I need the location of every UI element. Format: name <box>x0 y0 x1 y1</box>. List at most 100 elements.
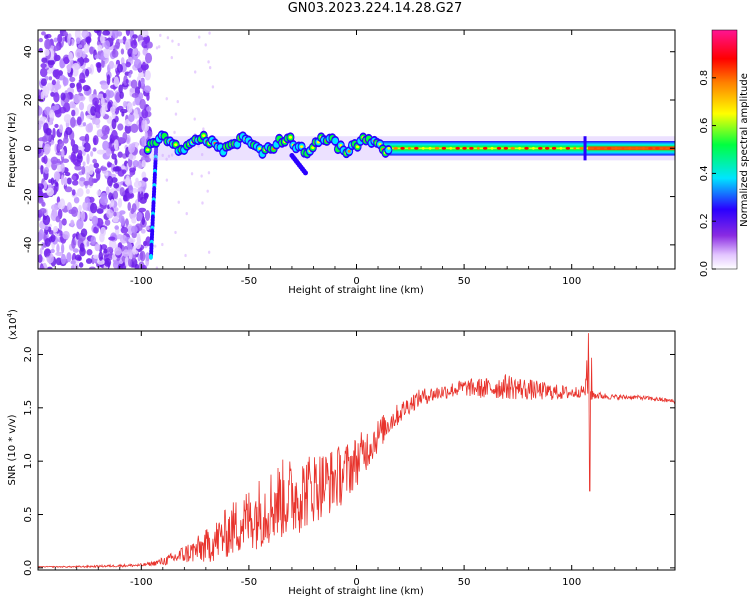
snr-ytick-label: 0.0 <box>23 560 34 576</box>
spectrogram-noise-blob <box>84 133 90 143</box>
spectrogram-noise-blob <box>208 66 212 70</box>
spectrogram-noise-blob <box>53 45 60 52</box>
spectrogram-noise-blob <box>134 108 138 120</box>
spectrogram-noise-blob <box>125 78 129 84</box>
spectrogram-line-dot <box>469 146 474 150</box>
snr-multiplier-base: (x10 <box>8 317 19 340</box>
spectrogram-noise-blob <box>105 186 110 196</box>
spectrogram-noise-blob <box>63 176 68 187</box>
spectrogram-noise-blob <box>38 183 45 190</box>
spectrogram-noise-blob <box>132 101 136 107</box>
spectrogram-noise-blob <box>96 189 102 197</box>
spectrogram-line-dot <box>434 146 440 150</box>
spectrogram-noise-blob <box>88 93 93 103</box>
spectrogram-noise-blob <box>130 79 138 89</box>
spectrogram-y-ticks: -40 -20 0 20 40 <box>23 45 675 253</box>
spectrogram-noise-blob <box>61 219 67 225</box>
spectrogram-line-dot <box>524 146 529 150</box>
spectrogram-noise-blob <box>125 30 131 36</box>
snr-multiplier: (x104) <box>6 309 19 340</box>
spectrogram-noise-blob <box>173 130 176 134</box>
spectrogram-noise-blob <box>104 257 112 267</box>
spectrogram-xtick-label: 50 <box>458 276 471 287</box>
spectrogram-heatmap <box>38 30 675 269</box>
spectrogram-noise-blob <box>154 244 157 248</box>
spectrogram-noise-blob <box>71 189 76 196</box>
spectrogram-noise-blob <box>176 99 179 104</box>
spectrogram-noise-blob <box>88 266 96 269</box>
spectrogram-noise-blob <box>198 35 201 39</box>
spectrogram-line-dot <box>421 146 425 150</box>
spectrogram-ytick-label: -20 <box>23 188 34 204</box>
spectrogram-noise-blob <box>40 116 47 121</box>
snr-y-axis-label: SNR (10 * v/v) <box>7 414 18 485</box>
spectrogram-noise-blob <box>72 63 80 71</box>
spectrogram-band-blob <box>202 134 206 138</box>
spectrogram-noise-blob <box>86 249 93 256</box>
spectrogram-ytick-label: 40 <box>23 45 34 58</box>
spectrogram-noise-blob <box>122 249 130 257</box>
spectrogram-noise-blob <box>93 30 101 34</box>
spectrogram-line-dot <box>573 146 577 150</box>
snr-xtick-label: -100 <box>130 577 153 588</box>
spectrogram-noise-blob <box>190 172 194 176</box>
spectrogram-noise-blob <box>116 63 123 73</box>
spectrogram-noise-blob <box>63 56 70 64</box>
spectrogram-noise-blob <box>72 248 79 253</box>
spectrogram-noise-blob <box>80 210 86 221</box>
colorbar: 0.0 0.2 0.4 0.6 0.8 Normalized spectral ampl… <box>699 29 750 277</box>
spectrogram-noise-blob <box>50 248 55 254</box>
spectrogram-noise-blob <box>125 61 131 68</box>
spectrogram-line-dot <box>462 146 467 150</box>
spectrogram-noise-blob <box>136 233 141 243</box>
spectrogram-noise-blob <box>117 197 123 208</box>
spectrogram-noise-blob <box>107 175 114 187</box>
spectrogram-noise-blob <box>92 147 97 152</box>
spectrogram-noise-blob <box>79 72 86 83</box>
spectrogram-line-dot <box>518 146 522 150</box>
spectrogram-noise-blob <box>184 253 187 258</box>
spectrogram-noise-blob <box>44 38 52 50</box>
spectrogram-noise-blob <box>96 62 102 73</box>
spectrogram-noise-blob <box>41 201 46 207</box>
spectrogram-noise-blob <box>108 60 115 69</box>
spectrogram-y-axis-label: Frequency (Hz) <box>7 112 18 188</box>
spectrogram-noise-blob <box>97 93 104 99</box>
spectrogram-noise-blob <box>76 83 83 93</box>
spectrogram-noise-blob <box>200 174 203 178</box>
spectrogram-noise-blob <box>80 228 88 238</box>
spectrogram-noise-blob <box>112 216 119 223</box>
spectrogram-band-blob <box>355 145 360 149</box>
snr-xtick-label: -50 <box>241 577 257 588</box>
spectrogram-noise-blob <box>120 215 125 226</box>
spectrogram-noise-blob <box>133 180 142 189</box>
spectrogram-noise-blob <box>52 208 58 218</box>
spectrogram-noise-blob <box>72 179 79 186</box>
spectrogram-noise-blob <box>122 131 128 142</box>
spectrogram-noise-blob <box>128 72 132 78</box>
spectrogram-noise-blob <box>122 100 127 108</box>
spectrogram-noise-blob <box>71 175 77 180</box>
spectrogram-noise-blob <box>137 191 141 203</box>
spectrogram-noise-blob <box>106 246 113 253</box>
spectrogram-noise-blob <box>99 166 108 171</box>
spectrogram-noise-blob <box>38 137 47 142</box>
spectrogram-noise-blob <box>132 160 139 168</box>
spectrogram-noise-blob <box>129 172 133 177</box>
spectrogram-band-blob <box>300 145 304 149</box>
spectrogram-noise-blob <box>76 218 84 230</box>
snr-multiplier-exponent: 4 <box>6 312 14 317</box>
spectrogram-noise-blob <box>93 226 99 234</box>
spectrogram-noise-blob <box>57 33 63 44</box>
spectrogram-noise-blob <box>138 92 144 100</box>
spectrogram-noise-blob <box>139 250 146 262</box>
spectrogram-noise-blob <box>105 89 111 100</box>
spectrogram-noise-blob <box>111 111 116 119</box>
spectrogram-noise-blob <box>114 247 122 256</box>
spectrogram-noise-blob <box>86 153 90 165</box>
spectrogram-noise-blob <box>91 215 99 226</box>
spectrogram-noise-blob <box>76 187 84 197</box>
spectrogram-noise-blob <box>112 166 120 172</box>
spectrogram-noise-blob <box>85 188 90 195</box>
spectrogram-noise-blob <box>66 252 72 263</box>
